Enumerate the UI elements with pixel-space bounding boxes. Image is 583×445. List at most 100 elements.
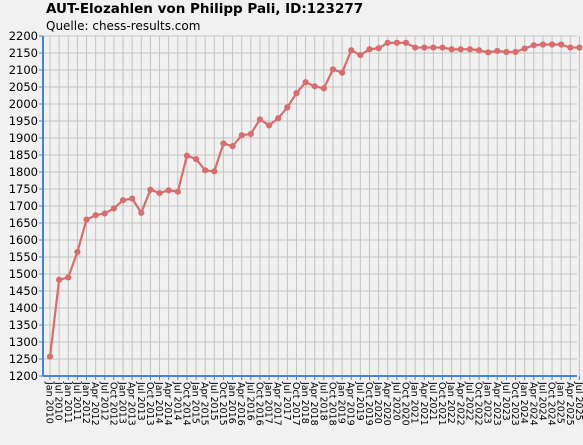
series — [46, 39, 583, 360]
data-point — [174, 188, 181, 195]
data-point — [229, 143, 236, 150]
x-tick-label: Jul 2012 — [98, 381, 109, 421]
x-tick-label: Jul 2010 — [53, 381, 64, 421]
x-tick-label: Jul 2015 — [208, 381, 219, 421]
data-point — [165, 187, 172, 194]
data-point — [56, 276, 63, 283]
x-tick-label: Jan 2019 — [336, 381, 347, 424]
data-point — [320, 85, 327, 92]
data-point — [466, 46, 473, 53]
x-tick-label: Apr 2018 — [308, 382, 319, 426]
y-tick-label: 1500 — [9, 267, 38, 281]
data-point — [384, 39, 391, 46]
x-tick-label: Jul 2014 — [171, 381, 182, 421]
x-tick-label: Jul 2016 — [244, 381, 255, 421]
x-tick-label: Oct 2016 — [253, 382, 264, 426]
data-point — [457, 46, 464, 53]
x-tick-label: Apr 2016 — [235, 382, 246, 426]
data-point — [393, 39, 400, 46]
y-tick-label: 2100 — [9, 63, 38, 77]
x-tick-label: Jan 2018 — [299, 381, 310, 424]
y-tick-label: 1650 — [9, 216, 38, 230]
data-point — [548, 41, 556, 48]
data-point — [238, 132, 245, 139]
x-tick-label: Oct 2023 — [509, 382, 520, 426]
x-tick-label: Jan 2020 — [372, 381, 383, 424]
data-point — [284, 104, 291, 111]
data-point — [530, 42, 537, 49]
data-point — [366, 46, 373, 53]
x-tick-label: Apr 2022 — [454, 382, 465, 426]
data-point — [74, 248, 81, 255]
data-point — [83, 216, 90, 223]
data-point — [275, 115, 282, 122]
y-tick-label: 1300 — [9, 335, 38, 349]
x-tick-label: Apr 2025 — [564, 382, 575, 426]
y-tick-label: 1800 — [9, 165, 38, 179]
x-tick-label: Apr 2023 — [491, 382, 502, 426]
x-tick-label: Jul 2023 — [500, 381, 511, 421]
data-point — [147, 186, 154, 193]
data-point — [402, 39, 410, 46]
data-point — [302, 79, 309, 86]
data-point — [375, 45, 382, 52]
x-tick-label: Oct 2014 — [180, 382, 191, 426]
x-tick-label: Oct 2024 — [546, 382, 557, 426]
x-tick-label: Jul 2011 — [71, 381, 82, 421]
x-tick-label: Jul 2018 — [317, 381, 328, 421]
x-tick-label: Jul 2024 — [536, 381, 547, 421]
data-point — [485, 49, 492, 56]
x-tick-label: Apr 2017 — [272, 382, 283, 426]
x-tick-label: Jan 2013 — [117, 381, 128, 424]
x-tick-label: Oct 2015 — [217, 382, 228, 426]
x-tick-label: Apr 2024 — [527, 382, 538, 426]
data-point — [92, 212, 99, 219]
data-point — [192, 155, 200, 163]
y-tick-label: 1700 — [9, 199, 38, 213]
x-tick-label: Oct 2013 — [144, 382, 155, 426]
data-point — [256, 116, 264, 123]
y-tick-label: 1200 — [9, 369, 38, 383]
y-tick-label: 1600 — [9, 233, 38, 247]
y-tick-label: 1900 — [9, 131, 38, 145]
data-point — [138, 209, 145, 216]
data-point — [129, 195, 136, 202]
y-tick-label: 1400 — [9, 301, 38, 315]
data-point — [183, 152, 191, 159]
x-tick-label: Apr 2013 — [126, 382, 137, 426]
x-tick-label: Jan 2017 — [263, 381, 274, 424]
x-tick-label: Oct 2017 — [290, 382, 301, 426]
x-tick-label: Jul 2020 — [390, 381, 401, 421]
data-point — [101, 210, 108, 217]
x-tick-label: Oct 2022 — [473, 382, 484, 426]
y-tick-label: 1450 — [9, 284, 38, 298]
x-tick-label: Apr 2012 — [89, 382, 100, 426]
axes — [39, 35, 580, 380]
data-point — [539, 41, 547, 48]
y-tick-label: 1550 — [9, 250, 38, 264]
data-point — [156, 189, 163, 197]
x-tick-label: Jan 2023 — [482, 381, 493, 424]
x-tick-label: Jan 2010 — [44, 381, 55, 424]
x-tick-label: Oct 2012 — [107, 382, 118, 426]
y-tick-label: 2050 — [9, 80, 38, 94]
y-tick-label: 2150 — [9, 46, 38, 60]
x-tick-label: Jan 2025 — [555, 381, 566, 424]
data-point — [576, 44, 583, 51]
data-point — [512, 48, 519, 56]
x-tick-label: Jan 2016 — [226, 381, 237, 424]
x-tick-label: Jan 2014 — [153, 381, 164, 424]
data-point — [329, 66, 337, 73]
x-tick-label: Jan 2011 — [62, 381, 73, 424]
x-tick-label: Jan 2022 — [445, 381, 456, 424]
data-point — [521, 45, 528, 52]
x-tick-label: Apr 2014 — [162, 382, 173, 426]
y-tick-label: 1250 — [9, 352, 38, 366]
y-tick-label: 1350 — [9, 318, 38, 332]
y-tick-label: 1850 — [9, 148, 38, 162]
y-tick-labels: 1200 1250 1300 1350 1400 1450 1500 1550 1600 1650… — [9, 29, 38, 383]
x-tick-label: Oct 2019 — [363, 382, 374, 426]
data-point — [412, 44, 419, 51]
data-point — [46, 353, 54, 360]
data-point — [439, 44, 446, 51]
